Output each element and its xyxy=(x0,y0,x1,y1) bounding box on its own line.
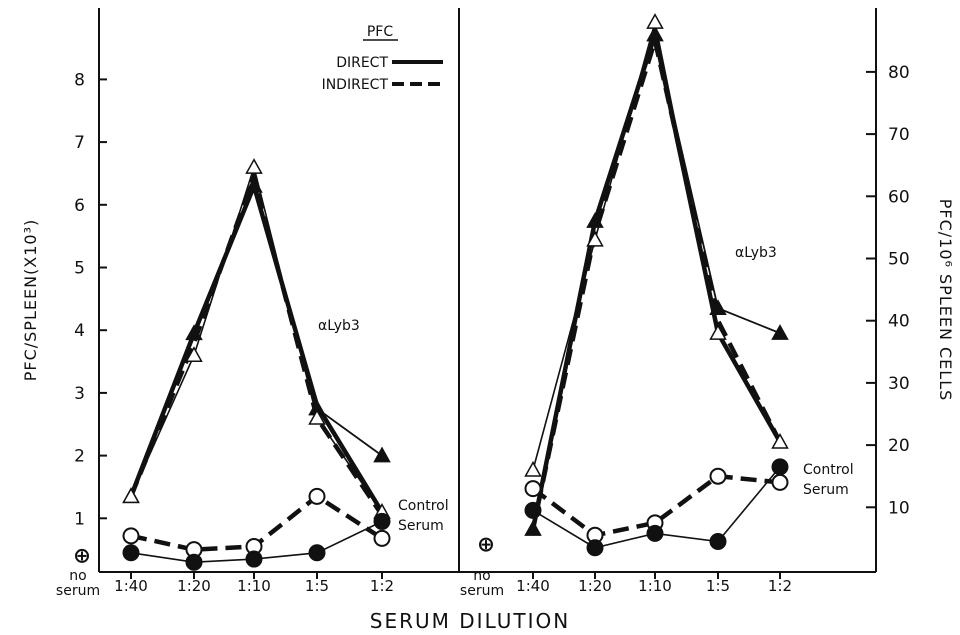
left-y-axis-title: PFC/SPLEEN(X10³) xyxy=(21,219,40,382)
right-control-serum-label: Control xyxy=(803,462,854,478)
data-point-open-triangle xyxy=(524,460,542,477)
x-axis-title: SERUM DILUTION xyxy=(370,609,570,633)
data-point-filled-circle xyxy=(185,553,203,571)
right-x-tick-label: 1:20 xyxy=(578,577,612,595)
left-x-tick-label: 1:40 xyxy=(114,577,148,595)
chart-axes xyxy=(98,8,877,579)
data-point-filled-triangle xyxy=(646,25,664,42)
data-point-filled-circle xyxy=(245,550,263,568)
left-control-serum-label: Serum xyxy=(398,518,444,534)
right-x-tick-label: 1:10 xyxy=(638,577,672,595)
right-y-tick-label: 50 xyxy=(888,250,910,270)
data-point-filled-triangle xyxy=(771,324,789,340)
data-point-filled-circle xyxy=(308,544,326,562)
data-point-filled-circle xyxy=(122,544,140,562)
left-no-serum-label: no xyxy=(69,568,86,584)
left-control-serum-label: Control xyxy=(398,498,449,514)
right-y-tick-label: 70 xyxy=(888,125,910,145)
right-x-tick-label: 1:2 xyxy=(768,577,792,595)
right-x-tick-label: 1:40 xyxy=(516,577,550,595)
right-y-axis-title: PFC/10⁶ SPLEEN CELLS xyxy=(936,199,955,402)
left-x-tick-label: 1:2 xyxy=(370,577,394,595)
right-series-line-circle-open xyxy=(531,473,781,538)
right-direct-line xyxy=(530,32,782,530)
data-point-open-circle xyxy=(771,473,789,491)
data-point-filled-circle xyxy=(771,458,789,476)
left-x-tick-label: 1:20 xyxy=(177,577,211,595)
left-no-serum-label: serum xyxy=(56,583,100,599)
data-point-filled-triangle xyxy=(524,520,542,536)
legend-entry-label: DIRECT xyxy=(336,55,388,71)
left-y-tick-label: 8 xyxy=(74,70,85,90)
right-indirect-line xyxy=(530,32,783,530)
data-point-open-triangle xyxy=(771,432,789,449)
data-point-filled-triangle xyxy=(245,176,263,193)
legend-entry-label: INDIRECT xyxy=(322,77,389,93)
left-x-tick-label: 1:10 xyxy=(237,577,271,595)
left-direct-line xyxy=(128,183,384,514)
data-point-filled-triangle xyxy=(185,324,203,341)
right-y-tick-label: 20 xyxy=(888,436,910,456)
data-point-open-triangle xyxy=(308,408,326,425)
left-y-tick-label: 6 xyxy=(74,196,85,216)
right-y-tick-label: 10 xyxy=(888,498,910,518)
data-point-open-triangle xyxy=(709,324,727,340)
data-point-filled-circle xyxy=(373,512,391,530)
data-point-filled-triangle xyxy=(373,446,391,463)
left-y-tick-label: 3 xyxy=(74,384,85,404)
data-point-filled-triangle xyxy=(709,299,727,316)
right-y-tick-label: 60 xyxy=(888,187,910,207)
data-point-open-circle xyxy=(122,527,140,545)
data-point-filled-circle xyxy=(586,539,604,557)
left-y-tick-label: 7 xyxy=(74,133,85,153)
data-point-open-circle xyxy=(373,529,391,547)
left-x-tick-label: 1:5 xyxy=(305,577,329,595)
left-y-tick-label: 1 xyxy=(74,509,85,529)
right-no-serum-label: serum xyxy=(460,583,504,599)
right-y-tick-label: 80 xyxy=(888,63,910,83)
right-control-serum-label: Serum xyxy=(803,482,849,498)
chart-legend: PFC DIRECT INDIRECT xyxy=(322,24,443,93)
right-y-tick-label: 30 xyxy=(888,374,910,394)
right-y-tick-label: 40 xyxy=(888,312,910,332)
data-point-open-triangle xyxy=(646,13,664,29)
data-point-filled-circle xyxy=(524,501,542,519)
chart-labels: 1 2 3 4 5 6 7 8 10 20 30 40 50 60 70 80 1:40 1:20 1:10 1:5 1… xyxy=(21,63,955,633)
right-no-serum-label: no xyxy=(473,568,490,584)
left-y-tick-label: 4 xyxy=(74,321,85,341)
data-point-filled-triangle xyxy=(586,212,604,228)
data-point-open-circle xyxy=(709,467,727,485)
data-point-open-triangle xyxy=(122,487,140,504)
data-point-filled-circle xyxy=(646,524,664,542)
left-y-tick-label: 2 xyxy=(74,447,85,467)
data-point-open-triangle xyxy=(245,158,263,174)
left-alyb3-label: αLyb3 xyxy=(318,318,360,334)
right-alyb3-label: αLyb3 xyxy=(735,245,777,261)
data-point-open-triangle xyxy=(185,346,203,363)
right-series-line-triangle-filled xyxy=(532,31,781,530)
left-indirect-line xyxy=(128,169,384,517)
right-x-tick-label: 1:5 xyxy=(706,577,730,595)
legend-title: PFC xyxy=(367,24,393,40)
chart-series xyxy=(75,13,789,571)
data-point-open-circle xyxy=(524,480,542,498)
left-y-tick-label: 5 xyxy=(74,259,85,279)
data-point-filled-circle xyxy=(709,533,727,551)
left-series-line-triangle-open xyxy=(130,164,383,513)
data-point-open-circle xyxy=(308,487,326,505)
data-point-open-triangle xyxy=(586,230,604,247)
